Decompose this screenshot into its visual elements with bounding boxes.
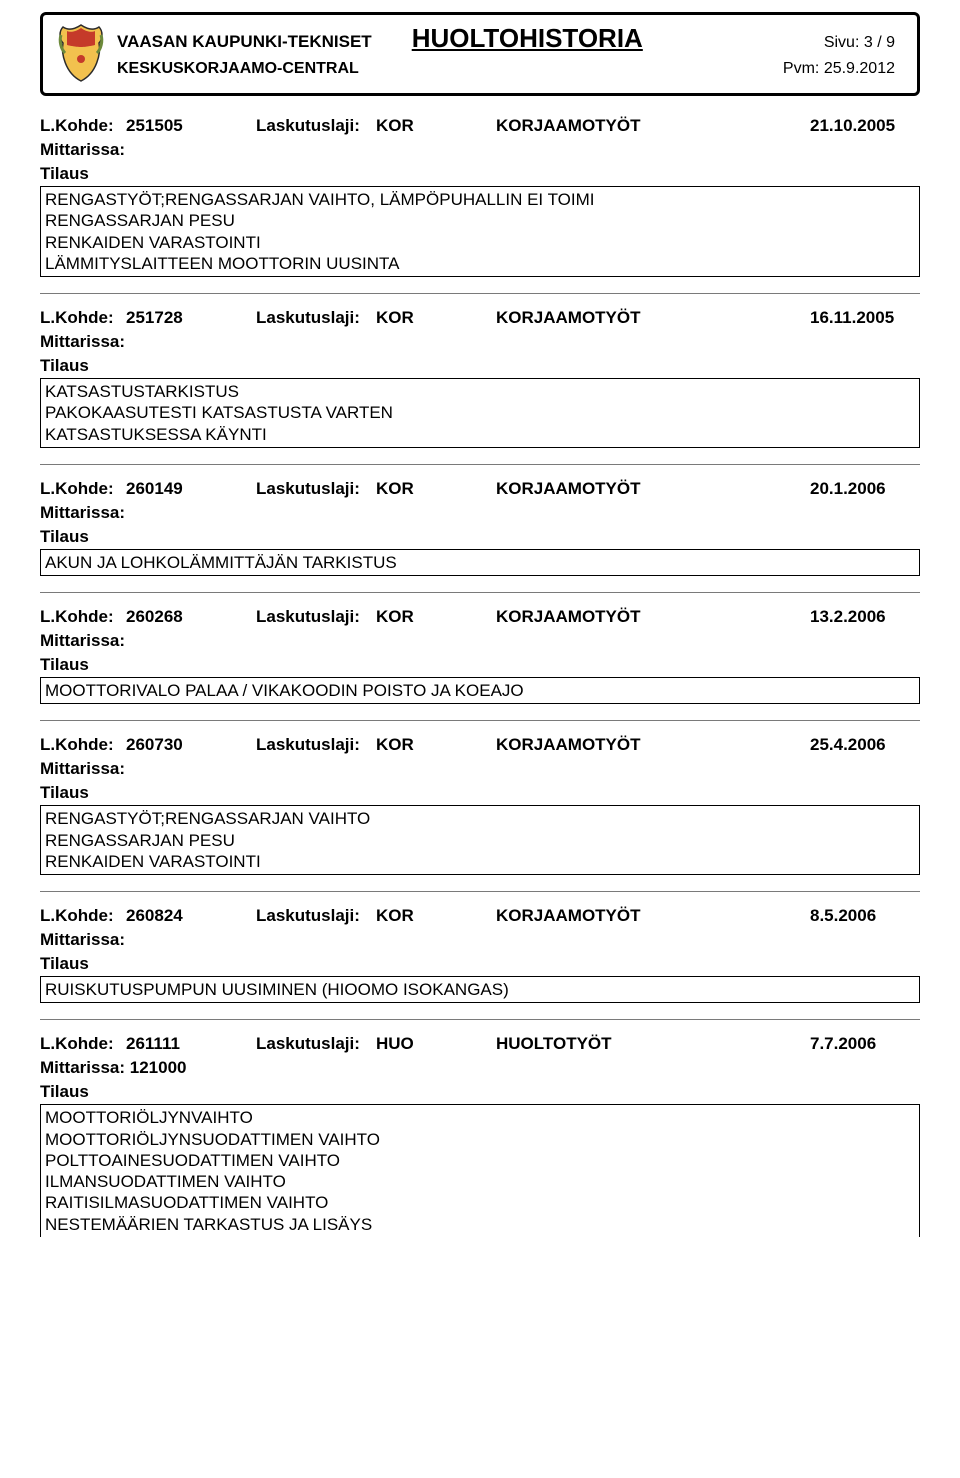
entry-date: 13.2.2006 [810,607,920,627]
entry-date: 7.7.2006 [810,1034,920,1054]
lkohde-value: 251728 [126,308,256,328]
entry-date: 20.1.2006 [810,479,920,499]
lkohde-label: L.Kohde: [40,479,126,499]
laskutuslaji-value: KOR [376,735,496,755]
tilaus-label: Tilaus [40,356,920,376]
tilaus-label: Tilaus [40,954,920,974]
description-box: KATSASTUSTARKISTUSPAKOKAASUTESTI KATSAST… [40,378,920,448]
laskutuslaji-label: Laskutuslaji: [256,479,376,499]
laskutuslaji-value: KOR [376,308,496,328]
lkohde-value: 260268 [126,607,256,627]
entry-date: 21.10.2005 [810,116,920,136]
work-type: KORJAAMOTYÖT [496,906,810,926]
entry-divider [40,293,920,294]
entry-header-row: L.Kohde:260268Laskutuslaji:KORKORJAAMOTY… [40,607,920,627]
laskutuslaji-label: Laskutuslaji: [256,308,376,328]
tilaus-label: Tilaus [40,164,920,184]
work-type: HUOLTOTYÖT [496,1034,810,1054]
mittarissa-line: Mittarissa: [40,759,920,779]
mittarissa-line: Mittarissa: [40,503,920,523]
entry-divider [40,891,920,892]
laskutuslaji-label: Laskutuslaji: [256,607,376,627]
lkohde-label: L.Kohde: [40,906,126,926]
description-box: RENGASTYÖT;RENGASSARJAN VAIHTORENGASSARJ… [40,805,920,875]
entry-date: 16.11.2005 [810,308,920,328]
description-box: MOOTTORIÖLJYNVAIHTOMOOTTORIÖLJYNSUODATTI… [40,1104,920,1237]
description-box: MOOTTORIVALO PALAA / VIKAKOODIN POISTO J… [40,677,920,704]
work-type: KORJAAMOTYÖT [496,116,810,136]
lkohde-label: L.Kohde: [40,116,126,136]
description-box: RUISKUTUSPUMPUN UUSIMINEN (HIOOMO ISOKAN… [40,976,920,1003]
lkohde-label: L.Kohde: [40,735,126,755]
entry-header-row: L.Kohde:251505Laskutuslaji:KORKORJAAMOTY… [40,116,920,136]
description-box: AKUN JA LOHKOLÄMMITTÄJÄN TARKISTUS [40,549,920,576]
org-name-line1: VAASAN KAUPUNKI-TEKNISET [117,32,372,52]
service-entry: L.Kohde:260268Laskutuslaji:KORKORJAAMOTY… [40,607,920,704]
lkohde-label: L.Kohde: [40,308,126,328]
service-entry: L.Kohde:260149Laskutuslaji:KORKORJAAMOTY… [40,479,920,576]
description-box: RENGASTYÖT;RENGASSARJAN VAIHTO, LÄMPÖPUH… [40,186,920,277]
entry-divider [40,1019,920,1020]
page-indicator: Sivu: 3 / 9 [824,34,903,52]
laskutuslaji-label: Laskutuslaji: [256,1034,376,1054]
lkohde-value: 260824 [126,906,256,926]
mittarissa-line: Mittarissa: [40,140,920,160]
laskutuslaji-value: HUO [376,1034,496,1054]
laskutuslaji-label: Laskutuslaji: [256,906,376,926]
entry-header-row: L.Kohde:261111Laskutuslaji:HUOHUOLTOTYÖT… [40,1034,920,1054]
city-crest-icon [57,23,105,83]
lkohde-value: 260149 [126,479,256,499]
service-entry: L.Kohde:261111Laskutuslaji:HUOHUOLTOTYÖT… [40,1034,920,1237]
entries-list: L.Kohde:251505Laskutuslaji:KORKORJAAMOTY… [40,116,920,1237]
entry-header-row: L.Kohde:251728Laskutuslaji:KORKORJAAMOTY… [40,308,920,328]
work-type: KORJAAMOTYÖT [496,479,810,499]
entry-divider [40,592,920,593]
laskutuslaji-value: KOR [376,479,496,499]
service-entry: L.Kohde:251728Laskutuslaji:KORKORJAAMOTY… [40,308,920,448]
lkohde-value: 261111 [126,1034,256,1054]
laskutuslaji-label: Laskutuslaji: [256,735,376,755]
entry-header-row: L.Kohde:260824Laskutuslaji:KORKORJAAMOTY… [40,906,920,926]
tilaus-label: Tilaus [40,1082,920,1102]
laskutuslaji-value: KOR [376,607,496,627]
service-entry: L.Kohde:260730Laskutuslaji:KORKORJAAMOTY… [40,735,920,875]
entry-divider [40,720,920,721]
entry-divider [40,464,920,465]
laskutuslaji-value: KOR [376,906,496,926]
lkohde-value: 251505 [126,116,256,136]
work-type: KORJAAMOTYÖT [496,735,810,755]
service-entry: L.Kohde:251505Laskutuslaji:KORKORJAAMOTY… [40,116,920,277]
mittarissa-line: Mittarissa: [40,332,920,352]
lkohde-label: L.Kohde: [40,607,126,627]
report-header: VAASAN KAUPUNKI-TEKNISET HUOLTOHISTORIA … [40,12,920,96]
org-name-line2: KESKUSKORJAAMO-CENTRAL [117,60,359,78]
laskutuslaji-value: KOR [376,116,496,136]
work-type: KORJAAMOTYÖT [496,607,810,627]
entry-header-row: L.Kohde:260149Laskutuslaji:KORKORJAAMOTY… [40,479,920,499]
lkohde-label: L.Kohde: [40,1034,126,1054]
tilaus-label: Tilaus [40,655,920,675]
print-date: Pvm: 25.9.2012 [783,60,903,78]
entry-header-row: L.Kohde:260730Laskutuslaji:KORKORJAAMOTY… [40,735,920,755]
entry-date: 8.5.2006 [810,906,920,926]
tilaus-label: Tilaus [40,527,920,547]
laskutuslaji-label: Laskutuslaji: [256,116,376,136]
mittarissa-line: Mittarissa: [40,930,920,950]
work-type: KORJAAMOTYÖT [496,308,810,328]
tilaus-label: Tilaus [40,783,920,803]
mittarissa-line: Mittarissa: [40,631,920,651]
document-title: HUOLTOHISTORIA [412,23,643,54]
lkohde-value: 260730 [126,735,256,755]
service-entry: L.Kohde:260824Laskutuslaji:KORKORJAAMOTY… [40,906,920,1003]
entry-date: 25.4.2006 [810,735,920,755]
mittarissa-line: Mittarissa: 121000 [40,1058,920,1078]
